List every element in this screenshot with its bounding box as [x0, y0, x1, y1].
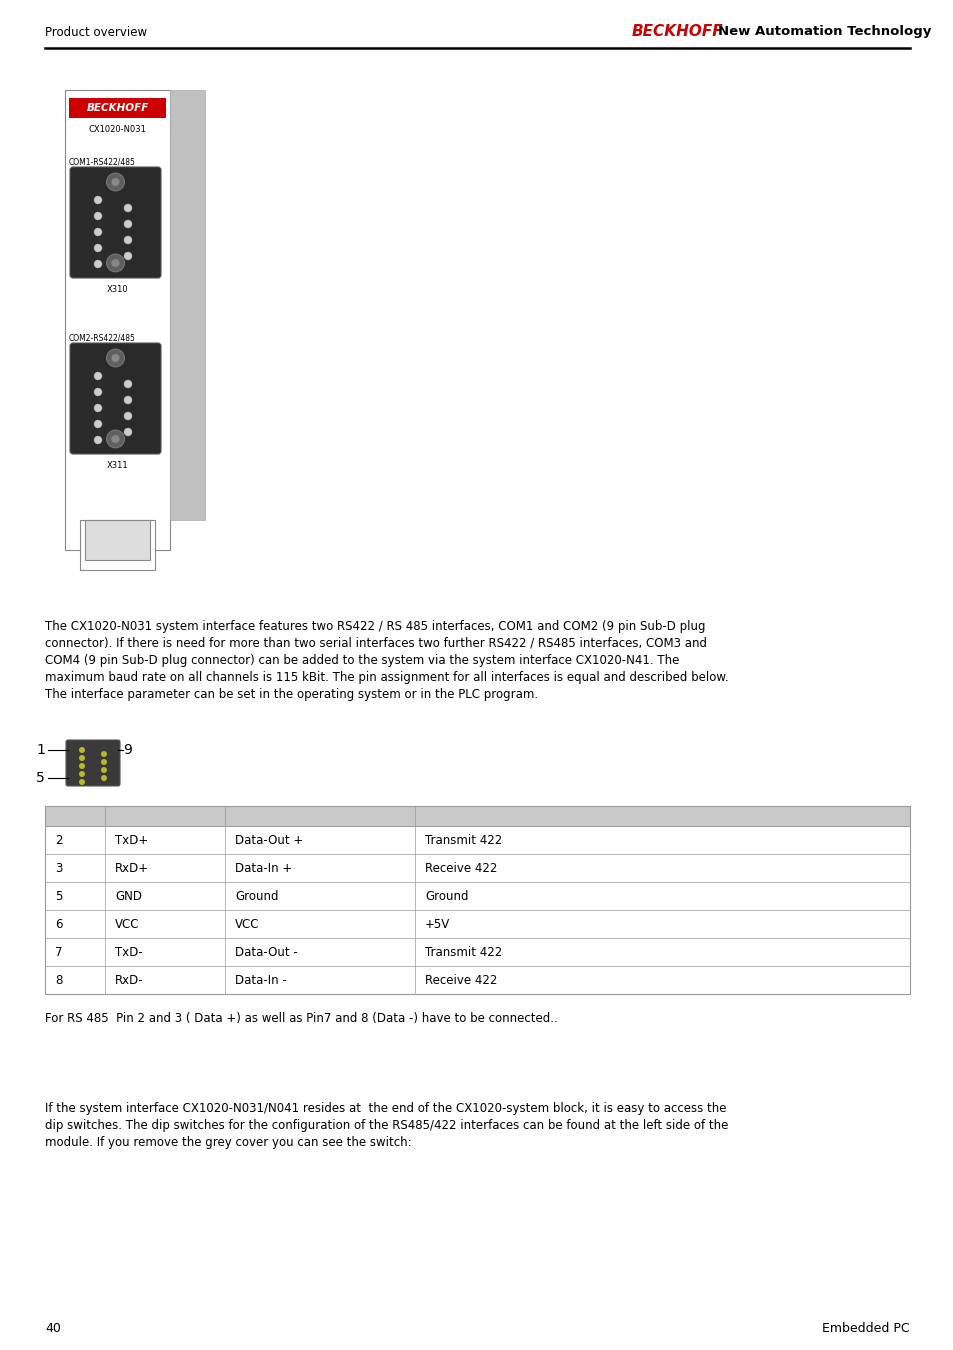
Text: Product overview: Product overview: [45, 26, 147, 39]
Text: 5: 5: [36, 771, 45, 784]
Text: connector). If there is need for more than two serial interfaces two further RS4: connector). If there is need for more th…: [45, 637, 706, 649]
Circle shape: [124, 236, 132, 244]
Circle shape: [94, 261, 102, 269]
Text: TxD-: TxD-: [115, 945, 143, 958]
Text: 9: 9: [123, 743, 132, 757]
Text: For RS 485  Pin 2 and 3 ( Data +) as well as Pin7 and 8 (Data -) have to be conn: For RS 485 Pin 2 and 3 ( Data +) as well…: [45, 1012, 558, 1025]
Text: Embedded PC: Embedded PC: [821, 1322, 909, 1335]
Text: 3: 3: [55, 861, 62, 875]
Circle shape: [79, 755, 85, 761]
Circle shape: [124, 220, 132, 228]
Text: VCC: VCC: [234, 918, 259, 930]
Bar: [85, 520, 150, 560]
Text: VCC: VCC: [115, 918, 139, 930]
Text: maximum baud rate on all channels is 115 kBit. The pin assignment for all interf: maximum baud rate on all channels is 115…: [45, 671, 728, 684]
Circle shape: [94, 420, 102, 428]
Circle shape: [112, 259, 119, 267]
Text: RxD+: RxD+: [115, 861, 149, 875]
Bar: [170, 90, 205, 520]
Bar: [45, 826, 909, 855]
Text: +5V: +5V: [424, 918, 450, 930]
FancyBboxPatch shape: [70, 343, 161, 454]
Circle shape: [124, 252, 132, 261]
Text: Data-In +: Data-In +: [234, 861, 292, 875]
Text: Ground: Ground: [234, 890, 278, 903]
Circle shape: [124, 412, 132, 420]
Circle shape: [101, 759, 107, 765]
Text: The CX1020-N031 system interface features two RS422 / RS 485 interfaces, COM1 an: The CX1020-N031 system interface feature…: [45, 620, 705, 633]
Bar: [45, 967, 909, 994]
Text: COM1-RS422/485: COM1-RS422/485: [69, 158, 135, 166]
Circle shape: [124, 396, 132, 404]
Bar: [45, 855, 909, 882]
Circle shape: [107, 350, 125, 367]
Text: 1: 1: [36, 743, 45, 757]
Bar: [69, 99, 166, 117]
Text: New Automation Technology: New Automation Technology: [718, 26, 930, 39]
Bar: [45, 938, 909, 967]
Circle shape: [107, 254, 125, 271]
Circle shape: [124, 428, 132, 436]
Bar: [80, 520, 154, 570]
Text: TxD+: TxD+: [115, 833, 148, 846]
Text: X311: X311: [107, 460, 128, 470]
Circle shape: [94, 196, 102, 204]
Text: dip switches. The dip switches for the configuration of the RS485/422 interfaces: dip switches. The dip switches for the c…: [45, 1119, 727, 1133]
Bar: [45, 806, 909, 994]
Circle shape: [79, 763, 85, 769]
Text: BECKHOFF: BECKHOFF: [86, 103, 149, 113]
Text: 5: 5: [55, 890, 62, 903]
Text: If the system interface CX1020-N031/N041 resides at  the end of the CX1020-syste: If the system interface CX1020-N031/N041…: [45, 1102, 726, 1115]
Circle shape: [101, 751, 107, 757]
FancyBboxPatch shape: [70, 167, 161, 278]
Circle shape: [94, 404, 102, 412]
Text: Transmit 422: Transmit 422: [424, 945, 501, 958]
Circle shape: [101, 775, 107, 782]
Text: COM2-RS422/485: COM2-RS422/485: [69, 333, 135, 343]
Text: Transmit 422: Transmit 422: [424, 833, 501, 846]
Circle shape: [94, 212, 102, 220]
Circle shape: [94, 373, 102, 379]
Circle shape: [79, 747, 85, 753]
Text: Data-Out +: Data-Out +: [234, 833, 303, 846]
Text: 7: 7: [55, 945, 63, 958]
Text: 6: 6: [55, 918, 63, 930]
Text: 2: 2: [55, 833, 63, 846]
Bar: [45, 806, 909, 826]
Circle shape: [107, 431, 125, 448]
Bar: [65, 90, 170, 549]
Text: GND: GND: [115, 890, 142, 903]
Circle shape: [94, 228, 102, 236]
Text: 40: 40: [45, 1322, 61, 1335]
Circle shape: [79, 771, 85, 778]
Text: X310: X310: [107, 285, 128, 293]
Text: Receive 422: Receive 422: [424, 861, 497, 875]
Circle shape: [94, 436, 102, 444]
Circle shape: [94, 244, 102, 252]
Bar: [45, 882, 909, 910]
Circle shape: [79, 779, 85, 784]
Circle shape: [112, 354, 119, 362]
Text: Ground: Ground: [424, 890, 468, 903]
Text: module. If you remove the grey cover you can see the switch:: module. If you remove the grey cover you…: [45, 1135, 411, 1149]
Text: Data-In -: Data-In -: [234, 973, 287, 987]
Text: BECKHOFF: BECKHOFF: [631, 24, 723, 39]
Circle shape: [124, 204, 132, 212]
Circle shape: [124, 379, 132, 387]
Circle shape: [101, 767, 107, 774]
Text: The interface parameter can be set in the operating system or in the PLC program: The interface parameter can be set in th…: [45, 688, 537, 701]
Text: COM4 (9 pin Sub-D plug connector) can be added to the system via the system inte: COM4 (9 pin Sub-D plug connector) can be…: [45, 653, 679, 667]
Circle shape: [112, 435, 119, 443]
Text: 8: 8: [55, 973, 62, 987]
Bar: [45, 910, 909, 938]
Text: CX1020-N031: CX1020-N031: [89, 126, 146, 135]
Text: RxD-: RxD-: [115, 973, 144, 987]
Text: Data-Out -: Data-Out -: [234, 945, 297, 958]
Text: Receive 422: Receive 422: [424, 973, 497, 987]
Circle shape: [94, 387, 102, 396]
FancyBboxPatch shape: [66, 740, 120, 786]
Circle shape: [112, 178, 119, 186]
Circle shape: [107, 173, 125, 190]
